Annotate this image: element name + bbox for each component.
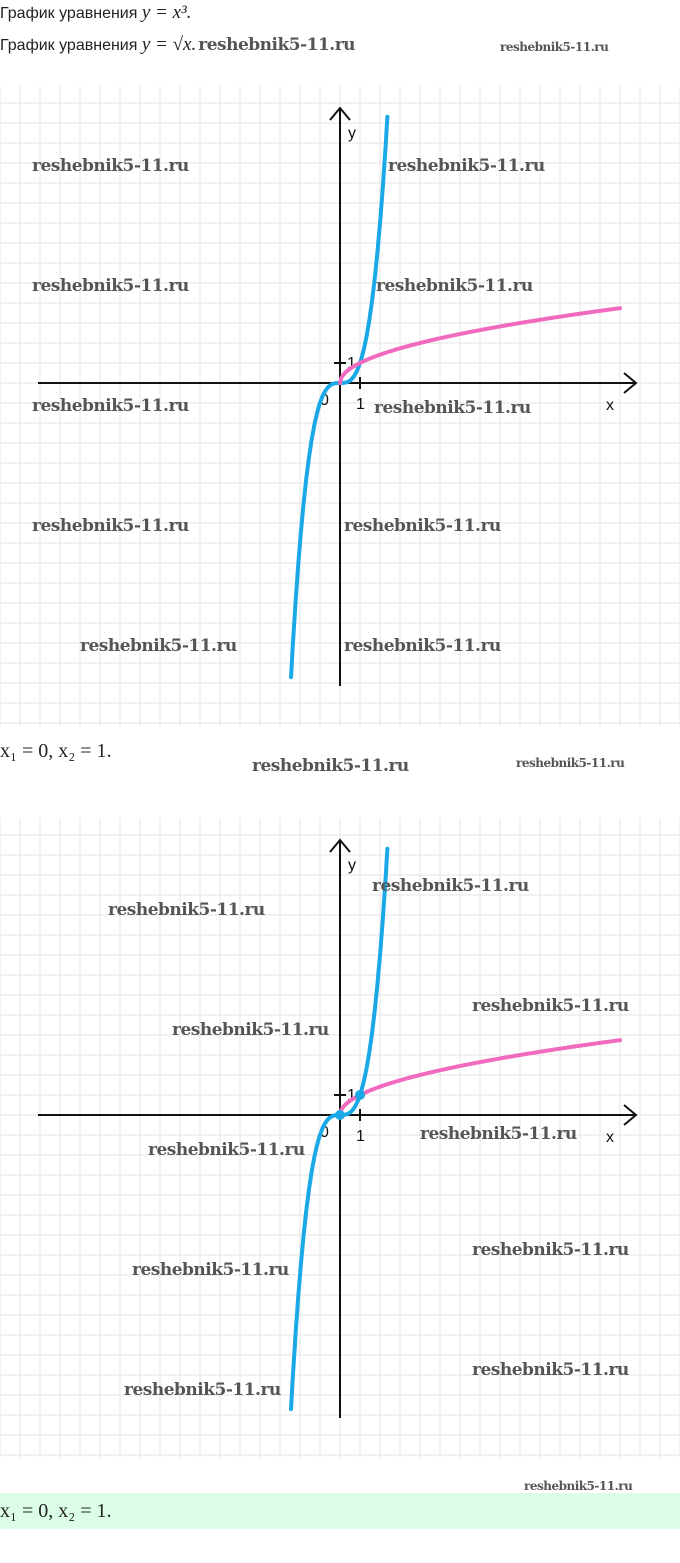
intersection-point (355, 1090, 365, 1100)
watermark: reshebnik5-11.ru (32, 276, 189, 296)
watermark: reshebnik5-11.ru (388, 156, 545, 176)
graph-1: y x 0 1 1 (0, 86, 680, 726)
y-tick-label: 1 (347, 1087, 356, 1104)
watermark: reshebnik5-11.ru (516, 756, 625, 770)
watermark: reshebnik5-11.ru (420, 1124, 577, 1144)
x-axis-label: x (606, 1129, 614, 1146)
x-tick-label: 1 (356, 1128, 365, 1145)
watermark: reshebnik5-11.ru (148, 1140, 305, 1160)
y-axis-arrow (329, 106, 351, 121)
watermark: reshebnik5-11.ru (472, 1240, 629, 1260)
watermark: reshebnik5-11.ru (252, 756, 409, 776)
heading-cubic: График уравнения y = x³. (0, 2, 192, 24)
watermark: reshebnik5-11.ru (372, 876, 529, 896)
origin-label: 0 (320, 392, 329, 409)
watermark: reshebnik5-11.ru (472, 1360, 629, 1380)
heading-text: График уравнения (0, 37, 138, 54)
sqrt-curve (338, 306, 622, 385)
origin-label: 0 (320, 1124, 329, 1141)
watermark: reshebnik5-11.ru (172, 1020, 329, 1040)
watermark: reshebnik5-11.ru (32, 156, 189, 176)
watermark: reshebnik5-11.ru (32, 516, 189, 536)
watermark: reshebnik5-11.ru (376, 276, 533, 296)
answer-1: x₁ = 0, x₂ = 1. (0, 740, 112, 762)
watermark: reshebnik5-11.ru (524, 1479, 633, 1493)
watermark: reshebnik5-11.ru (132, 1260, 289, 1280)
formula-sqrt: y = √x. (141, 34, 197, 55)
heading-sqrt: График уравнения y = √x. reshebnik5-11.ru (0, 34, 356, 56)
x-tick-label: 1 (356, 396, 365, 413)
intersection-point (335, 1110, 345, 1120)
answer-highlight (0, 1493, 680, 1529)
graph-2: y x 0 1 1 (0, 818, 680, 1458)
watermark: reshebnik5-11.ru (472, 996, 629, 1016)
answer-2: x₁ = 0, x₂ = 1. (0, 1500, 112, 1522)
sqrt-curve (338, 1038, 622, 1117)
watermark: reshebnik5-11.ru (198, 35, 356, 55)
y-axis-label: y (348, 857, 356, 874)
x-axis-arrow (623, 372, 638, 394)
y-tick-label: 1 (347, 355, 356, 372)
watermark: reshebnik5-11.ru (344, 516, 501, 536)
heading-text: График уравнения (0, 5, 138, 22)
watermark: reshebnik5-11.ru (344, 636, 501, 656)
watermark: reshebnik5-11.ru (374, 398, 531, 418)
watermark: reshebnik5-11.ru (124, 1380, 281, 1400)
y-axis-label: y (348, 125, 356, 142)
watermark: reshebnik5-11.ru (80, 636, 237, 656)
y-axis-arrow (329, 838, 351, 853)
watermark: reshebnik5-11.ru (108, 900, 265, 920)
formula-cubic: y = x³. (141, 2, 192, 23)
watermark: reshebnik5-11.ru (32, 396, 189, 416)
watermark: reshebnik5-11.ru (500, 40, 609, 54)
x-axis-label: x (606, 397, 614, 414)
x-axis-arrow (623, 1104, 638, 1126)
